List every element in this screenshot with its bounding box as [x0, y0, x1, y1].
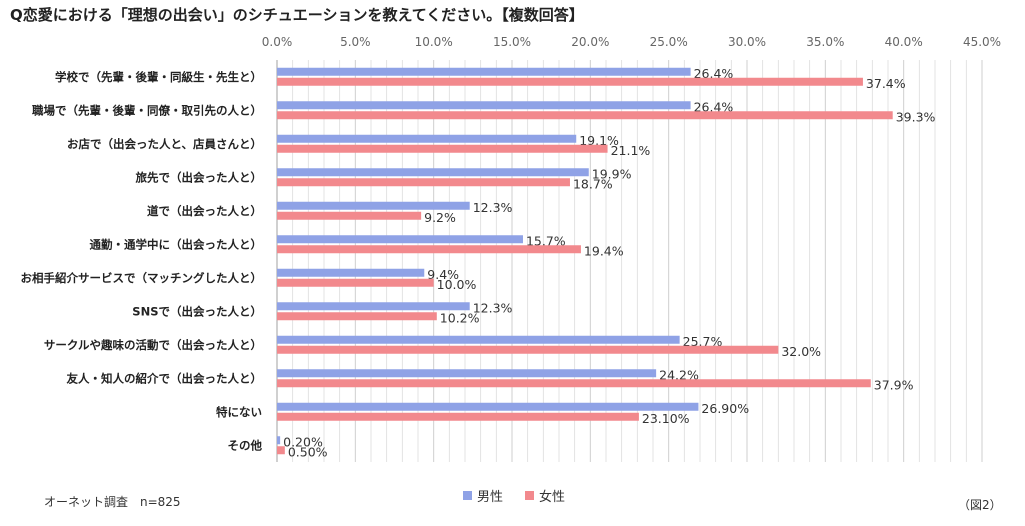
x-tick-label: 5.0% — [340, 35, 371, 49]
bar-female — [277, 111, 893, 120]
data-label-female: 18.7% — [573, 176, 613, 191]
bar-male — [277, 302, 470, 311]
category-label: 旅先で（出会った人と） — [136, 170, 263, 184]
legend-item-female: 女性 — [525, 486, 565, 505]
category-label: お店で（出会った人と、店員さんと） — [67, 137, 262, 151]
x-tick-label: 25.0% — [650, 35, 688, 49]
data-label-female: 32.0% — [781, 344, 821, 359]
bar-female — [277, 379, 871, 388]
data-label-male: 26.4% — [694, 66, 734, 81]
data-label-male: 26.4% — [694, 99, 734, 114]
bar-male — [277, 101, 691, 110]
x-tick-label: 10.0% — [415, 35, 453, 49]
category-label: 特にない — [216, 405, 262, 419]
bar-male — [277, 201, 470, 210]
x-tick-label: 0.0% — [262, 35, 293, 49]
legend-swatch-female — [525, 491, 535, 500]
legend-swatch-male — [463, 491, 472, 500]
data-label-female: 37.9% — [874, 377, 914, 392]
bar-female — [277, 345, 779, 354]
bar-female — [277, 77, 863, 86]
bar-male — [277, 335, 680, 344]
category-label: 友人・知人の紹介で（出会った人と） — [67, 371, 263, 385]
data-label-female: 9.2% — [424, 210, 456, 225]
data-label-male: 26.90% — [701, 401, 749, 416]
data-label-female: 37.4% — [866, 76, 906, 91]
x-tick-label: 20.0% — [571, 35, 609, 49]
bar-male — [277, 168, 589, 177]
bar-female — [277, 211, 422, 220]
bar-female — [277, 446, 285, 455]
data-label-male: 25.7% — [683, 334, 723, 349]
data-label-female: 23.10% — [642, 411, 690, 426]
x-tick-label: 30.0% — [728, 35, 766, 49]
bar-female — [277, 412, 639, 421]
category-label: SNSで（出会った人と） — [132, 304, 262, 318]
bar-male — [277, 369, 657, 378]
data-label-female: 10.0% — [437, 277, 477, 292]
bar-male — [277, 67, 691, 76]
legend: 男性 女性 — [463, 486, 565, 505]
data-label-male: 12.3% — [473, 200, 513, 215]
legend-item-male: 男性 — [463, 486, 503, 505]
data-label-female: 39.3% — [896, 109, 936, 124]
data-label-female: 0.50% — [288, 444, 328, 459]
bar-female — [277, 312, 437, 321]
category-label: その他 — [228, 438, 263, 452]
legend-label-female: 女性 — [539, 490, 566, 505]
footnote: オーネット調査 n=825 — [44, 495, 181, 509]
bar-male — [277, 436, 281, 445]
category-label: 通勤・通学中に（出会った人と） — [90, 237, 263, 251]
category-label: 職場で（先輩・後輩・同僚・取引先の人と） — [32, 103, 262, 117]
category-label: 学校で（先輩・後輩・同級生・先生と） — [55, 70, 262, 84]
category-label: サークルや趣味の活動で（出会った人と） — [44, 338, 262, 352]
bar-male — [277, 402, 699, 411]
data-label-male: 9.4% — [427, 267, 459, 282]
data-label-male: 15.7% — [526, 233, 566, 248]
bar-male — [277, 268, 425, 277]
x-tick-label: 35.0% — [806, 35, 844, 49]
bar-female — [277, 178, 570, 187]
bar-female — [277, 245, 581, 254]
bar-female — [277, 278, 434, 287]
data-label-female: 19.4% — [584, 243, 624, 258]
data-label-female: 21.1% — [611, 143, 651, 158]
data-label-female: 10.2% — [440, 310, 480, 325]
category-label: 道で（出会った人と） — [147, 204, 262, 218]
category-label: お相手紹介サービスで（マッチングした人と） — [21, 271, 263, 285]
x-tick-label: 45.0% — [963, 35, 1001, 49]
bar-female — [277, 144, 608, 153]
chart-title: Q恋愛における「理想の出会い」のシチュエーションを教えてください。【複数回答】 — [10, 6, 584, 24]
legend-label-male: 男性 — [477, 490, 504, 505]
x-tick-label: 40.0% — [885, 35, 923, 49]
data-label-male: 19.9% — [592, 166, 632, 181]
data-label-male: 12.3% — [473, 300, 513, 315]
data-label-male: 19.1% — [579, 133, 619, 148]
data-label-male: 0.20% — [283, 434, 323, 449]
bar-male — [277, 235, 523, 244]
data-label-male: 24.2% — [659, 367, 699, 382]
figure-label: （図2） — [958, 498, 1002, 512]
bar-male — [277, 134, 577, 143]
x-tick-label: 15.0% — [493, 35, 531, 49]
